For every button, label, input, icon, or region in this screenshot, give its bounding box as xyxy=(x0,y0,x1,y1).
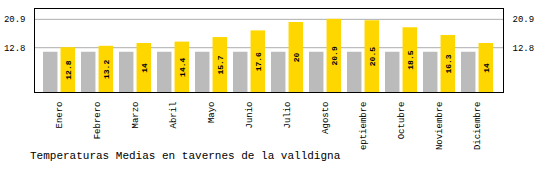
svg-text:16.3: 16.3 xyxy=(444,54,453,73)
svg-text:Julio: Julio xyxy=(283,102,293,129)
svg-text:Septiembre: Septiembre xyxy=(359,102,369,151)
svg-text:Enero: Enero xyxy=(55,102,65,129)
svg-text:Diciembre: Diciembre xyxy=(473,102,483,151)
svg-text:18.5: 18.5 xyxy=(406,50,415,69)
svg-text:20: 20 xyxy=(292,53,301,63)
svg-text:14: 14 xyxy=(482,63,491,73)
svg-text:20.9: 20.9 xyxy=(4,15,26,25)
svg-text:12.8: 12.8 xyxy=(4,44,26,54)
svg-text:Octubre: Octubre xyxy=(397,102,407,140)
svg-text:Noviembre: Noviembre xyxy=(435,102,445,151)
svg-text:Mayo: Mayo xyxy=(207,102,217,124)
svg-text:12.8: 12.8 xyxy=(513,44,535,54)
svg-text:20.9: 20.9 xyxy=(330,46,339,65)
svg-text:Junio: Junio xyxy=(245,102,255,129)
svg-text:20.5: 20.5 xyxy=(368,47,377,66)
svg-text:15.7: 15.7 xyxy=(216,55,225,74)
svg-text:14.4: 14.4 xyxy=(178,57,187,76)
svg-text:Agosto: Agosto xyxy=(321,102,331,134)
svg-text:20.9: 20.9 xyxy=(513,15,535,25)
svg-text:Abril: Abril xyxy=(169,102,179,129)
svg-text:12.8: 12.8 xyxy=(64,60,73,79)
svg-text:Febrero: Febrero xyxy=(93,102,103,140)
svg-text:14: 14 xyxy=(140,63,149,73)
html-text:Temperaturas Medias en taverne: Temperaturas Medias en tavernes de la va… xyxy=(30,150,341,162)
svg-text:17.6: 17.6 xyxy=(254,52,263,71)
svg-text:Marzo: Marzo xyxy=(131,102,141,129)
svg-text:13.2: 13.2 xyxy=(102,60,111,79)
